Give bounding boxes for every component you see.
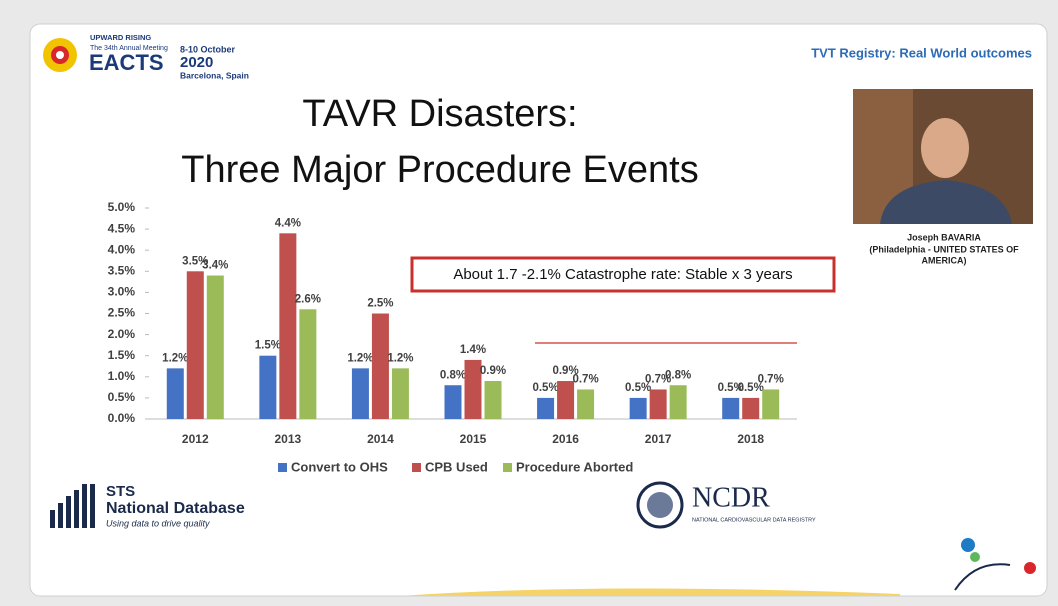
sts-name: National Database [106,500,245,517]
bar [537,397,555,419]
legend-label: CPB Used [425,459,488,474]
y-tick-label: 4.5% [108,221,136,235]
bar [557,381,575,419]
ncdr-seal [647,492,673,518]
value-label: 0.9% [480,365,506,377]
bar [669,385,687,419]
value-label: 0.5% [532,382,558,394]
logo-mark [56,51,64,59]
slide-title: TAVR Disasters: [302,93,577,135]
value-label: 3.4% [202,260,228,272]
header-right: TVT Registry: Real World outcomes [811,45,1032,60]
value-label: 1.2% [162,352,188,364]
y-tick-label: 2.5% [108,306,136,320]
legend-swatch [503,463,512,472]
y-tick-label: 4.0% [108,242,136,256]
bar [577,389,595,419]
value-label: 0.9% [552,365,578,377]
bar [391,368,409,419]
y-tick-label: 0.5% [108,390,136,404]
logo-year: 2020 [180,54,213,71]
bar [484,381,502,419]
decoration [400,588,900,596]
legend-label: Procedure Aborted [516,459,633,474]
ncdr-name: NCDR [692,482,770,513]
x-tick-label: 2016 [552,432,579,446]
value-label: 4.4% [275,217,301,229]
bar [259,355,277,419]
y-tick-label: 3.5% [108,263,136,277]
value-label: 0.5% [718,382,744,394]
bar [279,233,297,419]
speaker-affiliation: (Philadelphia - UNITED STATES OF [869,244,1019,254]
x-tick-label: 2015 [460,432,487,446]
value-label: 0.8% [440,369,466,381]
value-label: 2.6% [295,293,321,305]
speaker-body [880,180,1012,224]
annotation-box [410,256,836,293]
bar [444,385,462,419]
x-tick-label: 2018 [737,432,764,446]
decoration [970,552,980,562]
slide-title: Three Major Procedure Events [181,149,698,191]
annotation: About 1.7 -2.1% Catastrophe rate: Stable… [453,266,792,283]
legend-label: Convert to OHS [291,459,388,474]
bar [206,275,224,419]
bar [742,397,760,419]
bar [351,368,369,419]
decoration [961,538,975,552]
logo-meeting: The 34th Annual Meeting [90,45,168,52]
y-tick-label: 3.0% [108,285,136,299]
sts-logo [50,484,95,528]
bar [166,368,184,419]
value-label: 0.5% [625,382,651,394]
value-label: 0.7% [572,373,598,385]
x-tick-label: 2014 [367,432,394,446]
decoration [1024,562,1036,574]
legend-swatch [412,463,421,472]
value-label: 0.5% [738,382,764,394]
value-label: 1.2% [387,352,413,364]
logo-name: EACTS [89,50,164,75]
value-label: 1.4% [460,344,486,356]
speaker-name: Joseph BAVARIA [907,232,981,242]
ncdr-full: NATIONAL CARDIOVASCULAR DATA REGISTRY [692,517,816,523]
bar [629,397,647,419]
speaker-head [921,118,969,178]
bar [299,309,317,419]
speaker-affiliation: AMERICA) [922,255,967,265]
x-tick-label: 2012 [182,432,209,446]
value-label: 3.5% [182,255,208,267]
bar [762,389,780,419]
y-tick-label: 0.0% [108,411,136,425]
y-tick-label: 1.0% [108,369,136,383]
x-tick-label: 2017 [645,432,672,446]
bar [186,271,204,419]
y-tick-label: 5.0% [108,200,136,214]
value-label: 0.7% [758,373,784,385]
bar [649,389,667,419]
logo-place: Barcelona, Spain [180,70,249,80]
bar [722,397,740,419]
logo-tagline: UPWARD RISING [90,33,151,42]
y-tick-label: 1.5% [108,348,136,362]
sts-tagline: Using data to drive quality [106,518,210,528]
bar [371,313,389,419]
value-label: 0.7% [645,373,671,385]
value-label: 1.2% [347,352,373,364]
x-tick-label: 2013 [275,432,302,446]
y-tick-label: 2.0% [108,327,136,341]
sts-short: STS [106,483,135,500]
value-label: 0.8% [665,369,691,381]
decoration [954,563,1011,591]
bar [464,359,482,419]
legend-swatch [278,463,287,472]
value-label: 1.5% [255,340,281,352]
value-label: 2.5% [367,298,393,310]
logo-dates: 8-10 October [180,44,236,54]
